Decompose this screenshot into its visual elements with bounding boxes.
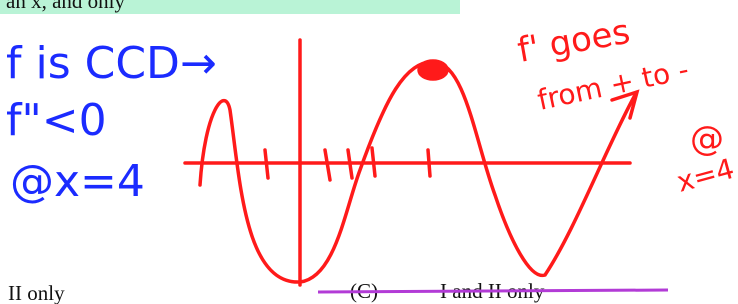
strikethrough	[318, 290, 668, 292]
red-note: f' goes	[515, 12, 633, 71]
blue-annotations: f is CCD→ f"<0 @x=4	[6, 38, 217, 207]
blue-note: f is CCD→	[6, 38, 217, 89]
red-note: x=4	[673, 152, 737, 199]
header-fragment: an x, and only	[6, 0, 125, 13]
blue-note: @x=4	[10, 156, 145, 207]
choice-text: II only	[8, 281, 65, 304]
page: an x, and only f is CCD→ f"<0 @x=4 f' go…	[0, 0, 738, 304]
red-note: @	[690, 119, 724, 159]
red-annotations: f' goes from + to - @ x=4	[515, 12, 738, 199]
peak-scribble	[419, 61, 447, 79]
blue-note: f"<0	[6, 95, 107, 146]
